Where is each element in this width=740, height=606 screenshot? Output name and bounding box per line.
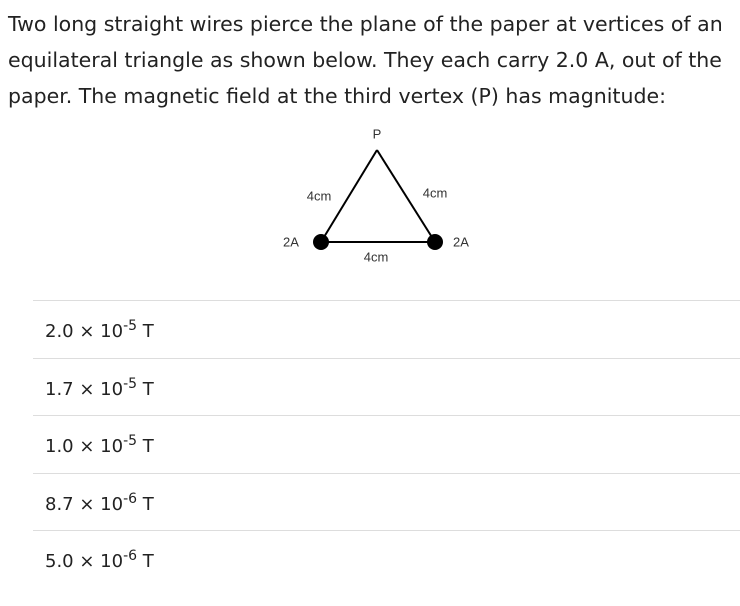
option-text: 2.0 × 10-5 T [45, 318, 154, 342]
wire [427, 234, 443, 250]
option-exponent: -6 [123, 490, 138, 507]
option-exponent: -5 [123, 433, 138, 449]
option-text: 5.0 × 10-6 T [45, 548, 154, 572]
option-text: 1.7 × 10-5 T [45, 376, 154, 400]
option-unit: T [142, 378, 154, 400]
option-exponent: -5 [123, 375, 138, 392]
option-base: 1.0 × 10 [45, 436, 124, 457]
option-text: 8.7 × 10-6 T [45, 491, 154, 515]
answer-option[interactable]: 2.0 × 10-5 T [33, 300, 740, 357]
side-label: 4cm [364, 249, 389, 264]
option-exponent: -6 [123, 548, 138, 564]
question-text: Two long straight wires pierce the plane… [8, 12, 723, 108]
side-label: 4cm [423, 185, 448, 200]
side-label: 4cm [307, 188, 332, 203]
triangle-side [376, 149, 436, 243]
option-base: 2.0 × 10 [45, 321, 124, 342]
option-exponent: -5 [123, 318, 138, 334]
option-unit: T [142, 436, 154, 457]
option-unit: T [142, 321, 154, 342]
current-label: 2A [283, 234, 299, 249]
option-base: 5.0 × 10 [45, 551, 124, 572]
answer-option[interactable]: 1.0 × 10-5 T [33, 415, 740, 472]
answer-option[interactable]: 8.7 × 10-6 T [33, 472, 740, 530]
option-unit: T [142, 551, 154, 572]
triangle-side [320, 149, 378, 243]
option-unit: T [142, 493, 154, 515]
option-base: 1.7 × 10 [45, 378, 124, 400]
current-label: 2A [453, 234, 469, 249]
wire [313, 234, 329, 250]
answer-option[interactable]: 1.7 × 10-5 T [33, 357, 740, 415]
answer-option[interactable]: 5.0 × 10-6 T [33, 530, 740, 587]
vertex-label: P [373, 126, 382, 141]
option-base: 8.7 × 10 [45, 493, 124, 515]
diagram: P 4cm 4cm 4cm 2A 2A [283, 126, 469, 264]
option-text: 1.0 × 10-5 T [45, 433, 154, 457]
